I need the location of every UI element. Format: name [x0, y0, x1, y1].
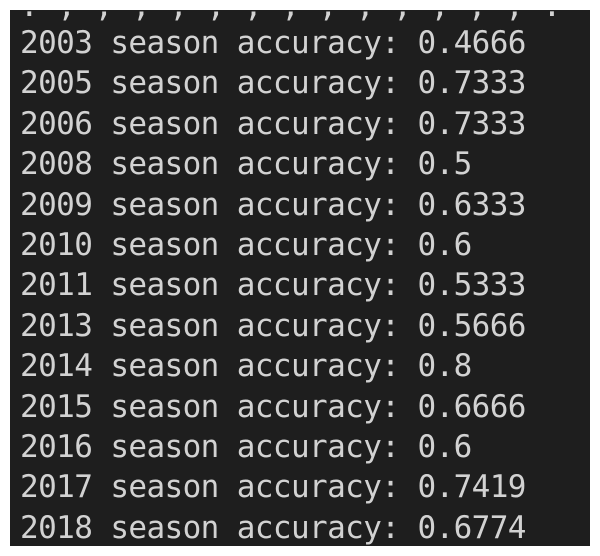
accuracy-label: season accuracy: — [110, 267, 400, 304]
output-line: 2011 season accuracy: 0.5333 — [20, 265, 526, 305]
output-line: 2015 season accuracy: 0.6666 — [20, 387, 526, 427]
season-year: 2014 — [20, 348, 93, 385]
output-line: 2014 season accuracy: 0.8 — [20, 346, 526, 386]
accuracy-value: 0.6 — [417, 428, 472, 465]
accuracy-value: 0.5666 — [417, 307, 526, 344]
accuracy-value: 0.4666 — [417, 25, 526, 61]
accuracy-label: season accuracy: — [110, 186, 400, 223]
output-line: 2003 season accuracy: 0.4666 — [20, 23, 526, 63]
accuracy-label: season accuracy: — [110, 226, 400, 263]
season-year: 2017 — [20, 469, 93, 506]
output-line: 2010 season accuracy: 0.6 — [20, 225, 526, 265]
accuracy-value: 0.5 — [417, 146, 472, 183]
season-year: 2016 — [20, 428, 93, 465]
accuracy-label: season accuracy: — [110, 105, 400, 142]
accuracy-value: 0.5333 — [417, 267, 526, 304]
output-line: 2005 season accuracy: 0.7333 — [20, 63, 526, 103]
season-year: 2006 — [20, 105, 93, 142]
output-line: 2008 season accuracy: 0.5 — [20, 144, 526, 184]
season-year: 2003 — [20, 25, 93, 61]
accuracy-value: 0.7333 — [417, 105, 526, 142]
season-year: 2018 — [20, 509, 93, 546]
output-line: 2017 season accuracy: 0.7419 — [20, 467, 526, 507]
terminal-output-panel: . , , , , , , , , , , , , , . 2003 seaso… — [10, 10, 590, 546]
accuracy-label: season accuracy: — [110, 25, 400, 61]
season-year: 2010 — [20, 226, 93, 263]
season-year: 2011 — [20, 267, 93, 304]
accuracy-value: 0.7333 — [417, 65, 526, 102]
output-line: 2006 season accuracy: 0.7333 — [20, 104, 526, 144]
season-year: 2013 — [20, 307, 93, 344]
output-line: 2013 season accuracy: 0.5666 — [20, 306, 526, 346]
accuracy-value: 0.6 — [417, 226, 472, 263]
terminal-output: 2003 season accuracy: 0.4666 2005 season … — [20, 23, 526, 546]
accuracy-value: 0.6666 — [417, 388, 526, 425]
output-line: 2016 season accuracy: 0.6 — [20, 427, 526, 467]
accuracy-value: 0.7419 — [417, 469, 526, 506]
season-year: 2008 — [20, 146, 93, 183]
accuracy-value: 0.6774 — [417, 509, 526, 546]
accuracy-label: season accuracy: — [110, 469, 400, 506]
accuracy-label: season accuracy: — [110, 307, 400, 344]
season-year: 2015 — [20, 388, 93, 425]
season-year: 2005 — [20, 65, 93, 102]
accuracy-label: season accuracy: — [110, 65, 400, 102]
accuracy-label: season accuracy: — [110, 388, 400, 425]
output-line: 2009 season accuracy: 0.6333 — [20, 185, 526, 225]
output-line: 2018 season accuracy: 0.6774 — [20, 508, 526, 546]
accuracy-label: season accuracy: — [110, 509, 400, 546]
accuracy-value: 0.6333 — [417, 186, 526, 223]
accuracy-label: season accuracy: — [110, 348, 400, 385]
accuracy-label: season accuracy: — [110, 428, 400, 465]
accuracy-label: season accuracy: — [110, 146, 400, 183]
accuracy-value: 0.8 — [417, 348, 472, 385]
season-year: 2009 — [20, 186, 93, 223]
partially-visible-line: . , , , , , , , , , , , , , . — [20, 10, 561, 22]
